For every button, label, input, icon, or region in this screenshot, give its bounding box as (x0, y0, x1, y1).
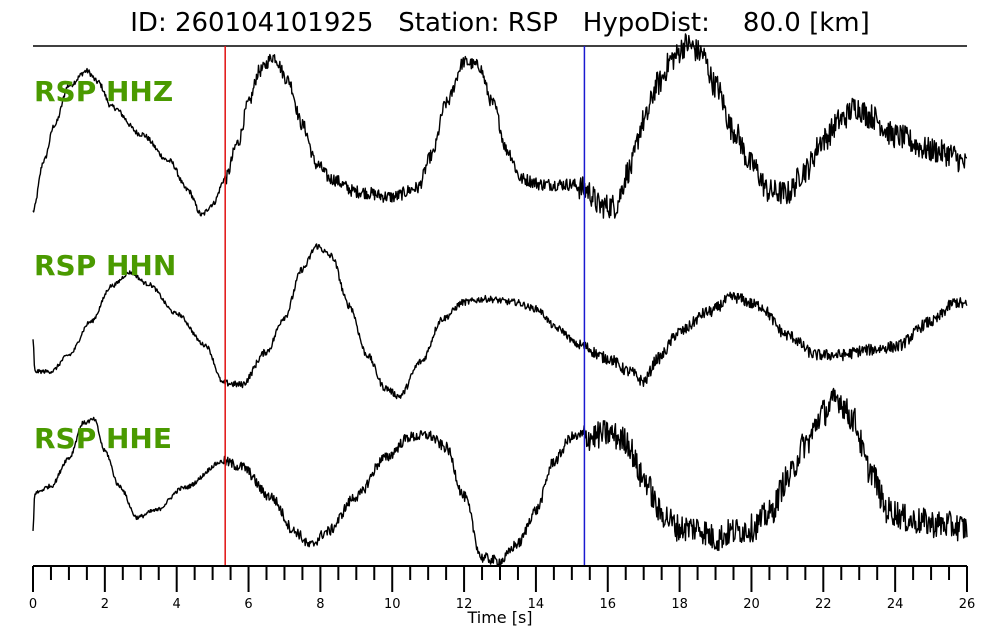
x-tick-label: 18 (671, 597, 688, 612)
x-tick-label: 8 (316, 597, 324, 612)
trace-rsp-hhz (32, 33, 968, 219)
x-tick-label: 22 (815, 597, 832, 612)
picks-group (224, 46, 586, 566)
x-tick-label: 24 (887, 597, 904, 612)
x-tick-label: 6 (244, 597, 252, 612)
x-tick-label: 10 (384, 597, 401, 612)
channel-labels-group: RSP HHZ RSP HHN RSP HHE (34, 75, 176, 455)
x-tick-label: 16 (599, 597, 616, 612)
x-tick-label: 2 (101, 597, 109, 612)
x-ticks-group: 0 2 4 6 8 10 12 14 16 18 20 22 24 26 (29, 566, 975, 612)
channel-label: RSP HHZ (34, 75, 173, 108)
x-tick-label: 20 (743, 597, 760, 612)
trace-rsp-hhn (32, 243, 968, 400)
x-tick-label: 26 (959, 597, 976, 612)
x-tick-label: 4 (173, 597, 181, 612)
traces-group (32, 33, 968, 567)
channel-label: RSP HHE (34, 422, 172, 455)
channel-label: RSP HHN (34, 249, 176, 282)
plot-title: ID: 260104101925 Station: RSP HypoDist: … (130, 8, 870, 38)
trace-rsp-hhe (32, 387, 968, 567)
x-tick-label: 14 (528, 597, 545, 612)
x-tick-label: 0 (29, 597, 37, 612)
x-axis-label: Time [s] (466, 608, 532, 627)
x-tick-label: 12 (456, 597, 473, 612)
